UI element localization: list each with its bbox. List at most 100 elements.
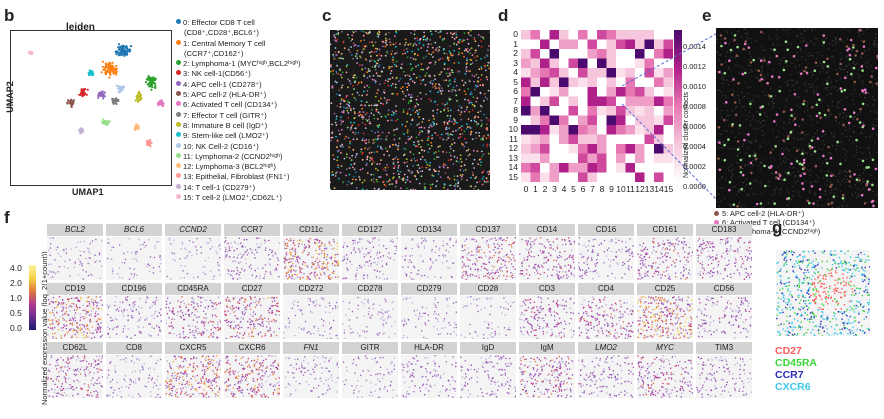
spatial-cell [480,74,483,76]
expression-cell [547,269,549,271]
zoom-background-cell [783,149,785,151]
spatial-cell [484,66,486,68]
zoom-background-cell [789,166,791,168]
expression-cell [370,256,372,258]
zoom-highlight-cell [800,72,803,75]
expression-cell [229,250,232,252]
expression-cell [246,249,248,251]
expression-cell [308,241,310,243]
expression-cell [89,252,91,254]
spatial-cell [447,59,450,62]
zoom-background-cell [753,156,755,158]
spatial-cell [480,119,482,122]
zoom-background-cell [730,205,732,208]
spatial-cell [463,145,466,148]
heatmap-cell [540,115,550,126]
spatial-cell [429,82,432,85]
zoom-background-cell [721,117,724,120]
spatial-cell [352,131,354,134]
spatial-cell [405,178,407,181]
zoom-background-cell [856,145,858,148]
zoom-highlight-cell [766,81,769,85]
zoom-background-cell [808,52,811,54]
spatial-cell [404,74,407,77]
spatial-cell [356,138,358,140]
spatial-cell [395,51,398,54]
spatial-cell [410,159,413,162]
expression-cell [121,277,123,279]
spatial-cell [427,137,430,139]
spatial-cell [398,177,401,180]
spatial-cell [366,158,368,161]
expression-cell [640,254,642,256]
expression-cell [569,255,571,257]
zoom-background-cell [786,189,788,192]
zoom-background-cell [839,52,841,54]
spatial-cell [342,57,344,60]
zoom-highlight-cell [863,88,867,91]
expression-cell [533,266,535,268]
zoom-background-cell [821,148,824,150]
expression-cell [558,279,560,280]
expression-cell [265,271,267,273]
expression-cell [568,256,570,258]
expression-cell [560,267,562,269]
zoom-background-cell [760,71,763,73]
spatial-cell [461,40,464,43]
zoom-background-cell [825,194,827,196]
expression-cell [625,250,628,253]
spatial-cell [392,158,395,161]
expression-cell [486,269,488,271]
expression-cell [294,273,296,276]
spatial-cell [341,128,343,131]
expression-cell [232,260,234,263]
umap-point [66,101,69,104]
expression-cell [65,252,68,254]
spatial-cell [480,58,482,60]
zoom-background-cell [784,161,786,164]
expression-cell [510,272,512,274]
spatial-cell [428,62,431,64]
expression-cell [539,273,542,275]
expression-cell [661,274,663,276]
expression-cell [64,260,66,263]
spatial-cell [481,123,483,126]
expression-cell [500,257,502,260]
expression-cell [352,243,354,245]
spatial-cell [366,76,369,79]
expression-cell [687,253,689,255]
expression-cell [559,276,562,278]
expression-cell [330,271,332,273]
spatial-cell [442,165,445,168]
zoom-highlight-cell [735,54,739,57]
zoom-highlight-cell [763,164,766,168]
spatial-cell [371,78,374,81]
expression-cell [497,247,499,249]
spatial-cell [361,104,364,107]
heatmap-cell [578,39,588,50]
expression-cell [207,257,209,259]
expression-cell [411,278,413,280]
spatial-cell [367,70,370,72]
spatial-cell [377,126,380,129]
expression-cell [186,255,188,257]
zoom-background-cell [749,37,751,40]
spatial-cell [394,119,397,122]
heatmap-cell [616,30,626,40]
expression-cell [225,240,227,242]
spatial-cell [395,105,397,107]
expression-cell [63,250,65,252]
heatmap-cell [530,115,541,126]
spatial-cell [480,150,483,153]
zoom-background-cell [839,170,841,172]
spatial-cell [423,127,426,129]
expression-cell [290,268,292,270]
heatmap-cell [568,172,579,182]
spatial-cell [402,92,405,95]
expression-cell [490,272,492,274]
zoom-background-cell [786,33,788,35]
heatmap-xtick: 3 [552,184,557,194]
spatial-cell [419,37,422,40]
expression-cell [568,240,570,242]
expression-cell [530,241,532,243]
